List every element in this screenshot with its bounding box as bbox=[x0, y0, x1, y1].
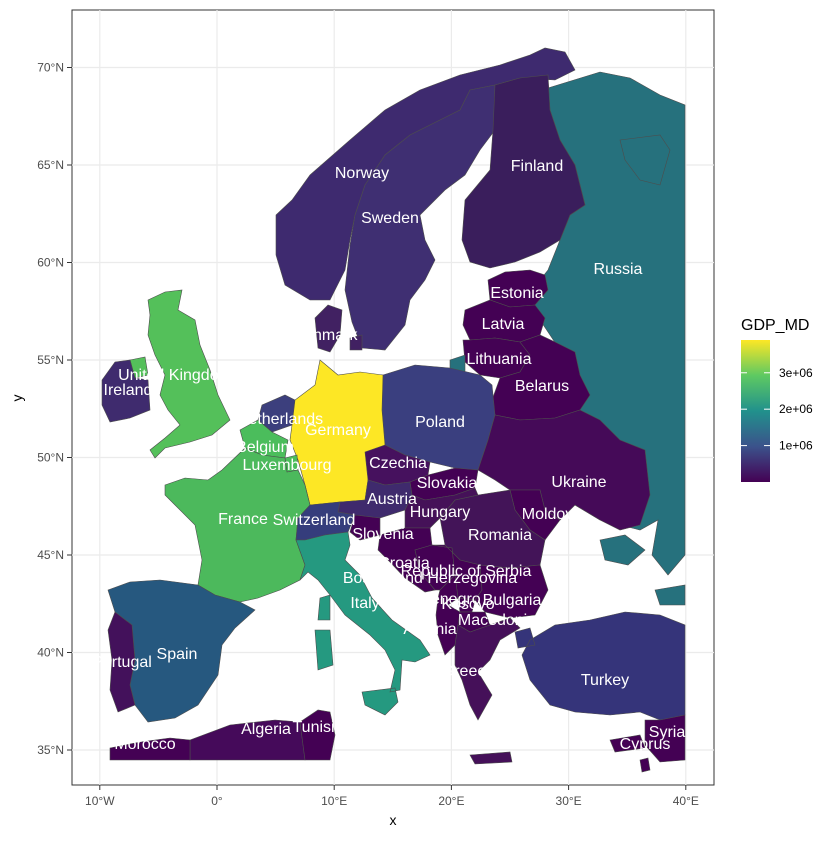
country-label: Turkey bbox=[581, 672, 629, 689]
country-label: Romania bbox=[468, 527, 532, 544]
country-portugal[interactable] bbox=[107, 611, 136, 713]
country-label: Kosovo bbox=[441, 596, 494, 613]
country-montenegro[interactable] bbox=[437, 574, 459, 606]
country-ireland[interactable] bbox=[101, 359, 151, 423]
country-label: Switzerland bbox=[273, 512, 356, 529]
x-tick-label: 0° bbox=[211, 794, 223, 808]
y-tick-label: 55°N bbox=[37, 353, 64, 367]
x-tick-label: 10°W bbox=[85, 794, 115, 808]
x-axis-ticks: 10°W 0° 10°E 20°E 30°E 40°E bbox=[85, 785, 699, 808]
country-italy[interactable] bbox=[295, 531, 431, 716]
x-tick-label: 10°E bbox=[321, 794, 347, 808]
y-tick-label: 65°N bbox=[37, 158, 64, 172]
country-label: Ukraine bbox=[551, 474, 606, 491]
legend: GDP_MD 1e+06 2e+06 3e+06 bbox=[741, 317, 813, 482]
country-label: Cyprus bbox=[620, 736, 671, 753]
country-label: Belgium bbox=[236, 439, 294, 456]
country-label: France bbox=[218, 511, 268, 528]
y-tick-label: 35°N bbox=[37, 743, 64, 757]
country-turkey[interactable] bbox=[514, 611, 686, 721]
y-tick-label: 70°N bbox=[37, 61, 64, 75]
country-label: Russia bbox=[594, 261, 643, 278]
country-finland[interactable] bbox=[461, 74, 586, 269]
country-label: Morocco bbox=[114, 736, 175, 753]
country-syria[interactable] bbox=[644, 714, 686, 763]
country-label: United Kingdom bbox=[118, 367, 232, 384]
country-label: Croatia bbox=[378, 555, 430, 572]
country-labels: Norway Sweden Finland Russia Estonia Latvia Li… bbox=[92, 158, 685, 753]
country-label: Moldova bbox=[522, 506, 583, 523]
country-lebanon bbox=[639, 757, 651, 773]
country-label: Italy bbox=[350, 595, 379, 612]
country-label: Lithuania bbox=[467, 351, 532, 368]
country-label: Netherlands bbox=[237, 411, 323, 428]
country-label: Macedonia bbox=[458, 612, 536, 629]
countries-layer bbox=[101, 47, 686, 773]
country-label: Poland bbox=[415, 414, 465, 431]
country-label: Austria bbox=[367, 491, 417, 508]
country-label: Latvia bbox=[482, 316, 525, 333]
legend-tick-label: 1e+06 bbox=[779, 439, 813, 453]
country-label: Republic of Serbia bbox=[401, 563, 532, 580]
country-label: Syria bbox=[649, 724, 686, 741]
y-tick-label: 50°N bbox=[37, 451, 64, 465]
country-label: Germany bbox=[305, 422, 371, 439]
country-label: Finland bbox=[511, 158, 563, 175]
country-morocco[interactable] bbox=[109, 737, 191, 761]
legend-colorbar bbox=[741, 340, 770, 482]
x-axis-title: x bbox=[390, 812, 397, 828]
country-label: Albania bbox=[403, 621, 456, 638]
country-georgia bbox=[654, 584, 686, 606]
country-label: Czechia bbox=[369, 455, 427, 472]
y-tick-label: 40°N bbox=[37, 646, 64, 660]
country-label: Tunisia bbox=[293, 719, 344, 736]
country-greece[interactable] bbox=[454, 617, 521, 765]
country-label: Spain bbox=[157, 646, 198, 663]
legend-ticks: 1e+06 2e+06 3e+06 bbox=[741, 366, 813, 453]
legend-title: GDP_MD bbox=[741, 317, 809, 334]
x-tick-label: 20°E bbox=[438, 794, 464, 808]
country-label: Bosnia and Herzegovina bbox=[343, 570, 517, 587]
country-label: Slovenia bbox=[352, 526, 413, 543]
x-tick-label: 30°E bbox=[556, 794, 582, 808]
country-label: Denmark bbox=[293, 327, 359, 344]
y-tick-label: 45°N bbox=[37, 548, 64, 562]
country-label: Luxembourg bbox=[243, 457, 332, 474]
country-cyprus[interactable] bbox=[609, 734, 646, 753]
country-slovenia[interactable] bbox=[349, 514, 381, 541]
country-bulgaria[interactable] bbox=[474, 564, 549, 619]
country-label: Hungary bbox=[410, 504, 470, 521]
country-label: Greece bbox=[442, 663, 495, 680]
x-tick-label: 40°E bbox=[673, 794, 699, 808]
y-tick-label: 60°N bbox=[37, 256, 64, 270]
y-axis-ticks: 35°N 40°N 45°N 50°N 55°N 60°N 65°N 70°N bbox=[37, 61, 72, 757]
country-label: Ireland bbox=[104, 382, 153, 399]
country-label: Montenegro bbox=[395, 591, 480, 608]
y-axis-title: y bbox=[9, 395, 25, 402]
country-tunisia[interactable] bbox=[299, 709, 336, 761]
country-label: Estonia bbox=[490, 285, 543, 302]
legend-tick-label: 3e+06 bbox=[779, 366, 813, 380]
country-label: Belarus bbox=[515, 378, 569, 395]
country-label: Portugal bbox=[92, 654, 152, 671]
legend-tick-label: 2e+06 bbox=[779, 402, 813, 416]
country-label: Norway bbox=[335, 165, 389, 182]
country-label: Algeria bbox=[241, 721, 291, 738]
country-label: Bulgaria bbox=[483, 592, 542, 609]
country-label: Slovakia bbox=[417, 475, 478, 492]
country-label: Sweden bbox=[361, 210, 419, 227]
country-denmark[interactable] bbox=[314, 304, 363, 353]
